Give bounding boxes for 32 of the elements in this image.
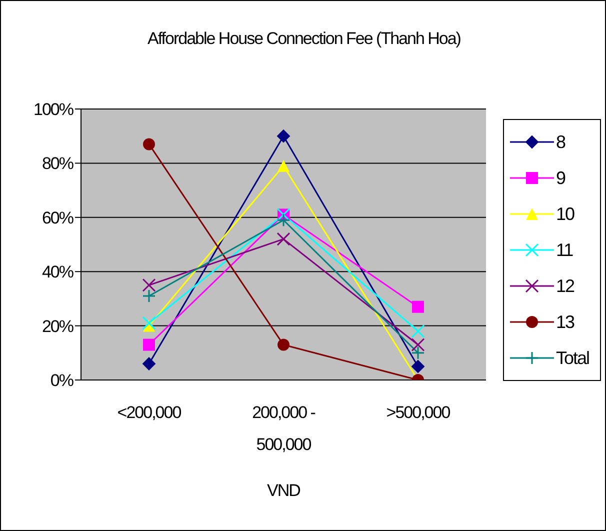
legend-label: 12 bbox=[556, 276, 574, 296]
point bbox=[142, 289, 156, 303]
legend-label: 8 bbox=[556, 132, 566, 152]
point bbox=[142, 278, 156, 292]
y-tick-label: 60% bbox=[42, 208, 74, 228]
y-tick-label: 100% bbox=[34, 100, 74, 120]
x-tick-label: <200,000 bbox=[117, 403, 182, 422]
x-tick-label: >500,000 bbox=[386, 403, 450, 422]
point bbox=[277, 130, 290, 143]
point bbox=[142, 357, 156, 370]
chart-title: Affordable House Connection Fee (Thanh Hoa) bbox=[146, 29, 462, 49]
x-tick-label: 200,000 - 500,000 bbox=[252, 403, 316, 454]
point bbox=[143, 338, 155, 351]
y-tick-label: 40% bbox=[42, 262, 74, 282]
y-tick-label: 20% bbox=[42, 316, 74, 336]
y-tick-label: 80% bbox=[42, 154, 74, 174]
point bbox=[278, 338, 290, 351]
point bbox=[143, 138, 155, 150]
point bbox=[276, 213, 290, 227]
point bbox=[411, 338, 425, 352]
legend-label: Total bbox=[556, 348, 590, 368]
legend-label: 13 bbox=[556, 312, 574, 332]
point bbox=[412, 360, 424, 373]
legend-label: 11 bbox=[556, 240, 573, 260]
point bbox=[412, 300, 424, 313]
x-axis-title: VND bbox=[267, 481, 301, 500]
legend-label: 9 bbox=[556, 168, 566, 188]
y-tick-label: 0% bbox=[50, 371, 74, 390]
point bbox=[411, 346, 425, 360]
legend-label: 10 bbox=[556, 204, 574, 224]
point bbox=[411, 324, 425, 338]
point bbox=[276, 232, 290, 246]
